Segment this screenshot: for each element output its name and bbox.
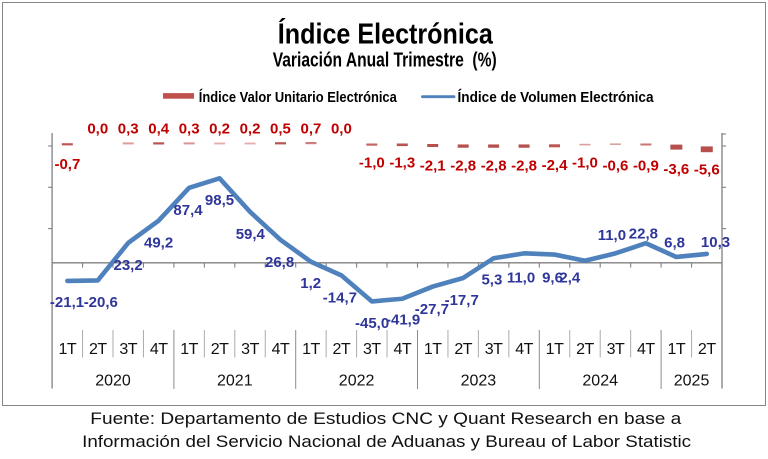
svg-text:6,8: 6,8 — [664, 235, 685, 252]
svg-text:-21,1: -21,1 — [50, 294, 84, 311]
svg-text:2020: 2020 — [95, 373, 131, 390]
svg-text:0,4: 0,4 — [148, 121, 170, 138]
svg-text:0,0: 0,0 — [87, 121, 108, 138]
svg-text:-20,6: -20,6 — [84, 294, 118, 311]
svg-text:-0,7: -0,7 — [54, 156, 80, 173]
svg-text:5,3: 5,3 — [481, 272, 502, 289]
svg-text:-2,1: -2,1 — [420, 157, 446, 174]
svg-text:Variación Anual Trimestre (%): Variación Anual Trimestre (%) — [273, 49, 497, 71]
svg-text:-1,3: -1,3 — [389, 155, 415, 172]
svg-text:0,2: 0,2 — [240, 121, 261, 138]
svg-text:49,2: 49,2 — [144, 235, 173, 252]
svg-text:4T: 4T — [272, 341, 290, 358]
svg-text:4T: 4T — [393, 341, 411, 358]
svg-text:-2,4: -2,4 — [542, 157, 569, 174]
svg-text:1T: 1T — [302, 341, 320, 358]
svg-text:2T: 2T — [211, 341, 229, 358]
svg-text:-17,7: -17,7 — [445, 292, 479, 309]
svg-text:Índice de Volumen Electrónica: Índice de Volumen Electrónica — [458, 89, 655, 106]
svg-text:3T: 3T — [607, 341, 625, 358]
svg-text:-0,6: -0,6 — [602, 158, 628, 175]
svg-text:59,4: 59,4 — [236, 226, 266, 243]
svg-text:0,3: 0,3 — [118, 121, 139, 138]
svg-text:87,4: 87,4 — [173, 202, 203, 219]
svg-text:-2,8: -2,8 — [481, 158, 507, 175]
svg-text:Índice Electrónica: Índice Electrónica — [278, 16, 494, 50]
svg-text:2T: 2T — [89, 341, 107, 358]
svg-text:2022: 2022 — [339, 373, 375, 390]
svg-text:26,8: 26,8 — [265, 254, 294, 271]
svg-text:-1,0: -1,0 — [572, 155, 598, 172]
svg-text:3T: 3T — [485, 341, 503, 358]
svg-text:Información del Servicio Nacio: Información del Servicio Nacional de Adu… — [82, 433, 691, 451]
svg-text:-5,6: -5,6 — [694, 162, 720, 179]
svg-text:2T: 2T — [333, 341, 351, 358]
svg-text:2023: 2023 — [461, 373, 497, 390]
svg-text:-3,6: -3,6 — [663, 161, 689, 178]
svg-text:Índice Valor Unitario Electrón: Índice Valor Unitario Electrónica — [199, 89, 398, 106]
svg-text:0,2: 0,2 — [209, 121, 230, 138]
svg-text:11,0: 11,0 — [598, 227, 626, 244]
svg-text:-1,0: -1,0 — [359, 155, 385, 172]
svg-text:2021: 2021 — [217, 373, 253, 390]
svg-text:0,7: 0,7 — [301, 121, 322, 138]
svg-text:-2,8: -2,8 — [450, 158, 476, 175]
svg-text:-0,9: -0,9 — [633, 158, 659, 175]
svg-text:3T: 3T — [241, 341, 259, 358]
svg-text:1T: 1T — [546, 341, 564, 358]
svg-text:2,4: 2,4 — [559, 270, 581, 287]
svg-text:4T: 4T — [515, 341, 533, 358]
svg-text:-45,0: -45,0 — [355, 315, 389, 332]
svg-text:22,8: 22,8 — [629, 226, 658, 243]
svg-text:2024: 2024 — [582, 373, 618, 390]
svg-text:1T: 1T — [58, 341, 76, 358]
svg-text:9,6: 9,6 — [542, 270, 563, 287]
svg-text:-14,7: -14,7 — [323, 290, 357, 307]
svg-text:1T: 1T — [424, 341, 442, 358]
svg-text:-41,9: -41,9 — [386, 312, 420, 329]
svg-text:2T: 2T — [576, 341, 594, 358]
svg-text:0,0: 0,0 — [331, 121, 352, 138]
svg-text:2T: 2T — [454, 341, 472, 358]
svg-text:1T: 1T — [180, 341, 198, 358]
svg-text:10,3: 10,3 — [701, 234, 730, 251]
svg-text:0,3: 0,3 — [179, 121, 200, 138]
svg-text:2025: 2025 — [674, 373, 710, 390]
svg-text:2T: 2T — [698, 341, 716, 358]
svg-text:4T: 4T — [637, 341, 655, 358]
svg-text:Fuente: Departamento de Estudi: Fuente: Departamento de Estudios CNC y Q… — [90, 410, 682, 428]
svg-text:4T: 4T — [150, 341, 168, 358]
svg-text:3T: 3T — [119, 341, 137, 358]
svg-text:98,5: 98,5 — [205, 192, 234, 209]
svg-text:-27,7: -27,7 — [415, 301, 449, 318]
svg-text:3T: 3T — [363, 341, 381, 358]
svg-text:1T: 1T — [667, 341, 685, 358]
svg-text:23,2: 23,2 — [113, 257, 142, 274]
svg-text:1,2: 1,2 — [300, 275, 321, 292]
svg-text:-2,8: -2,8 — [511, 158, 537, 175]
svg-text:11,0: 11,0 — [507, 270, 535, 287]
svg-text:0,5: 0,5 — [270, 121, 291, 138]
